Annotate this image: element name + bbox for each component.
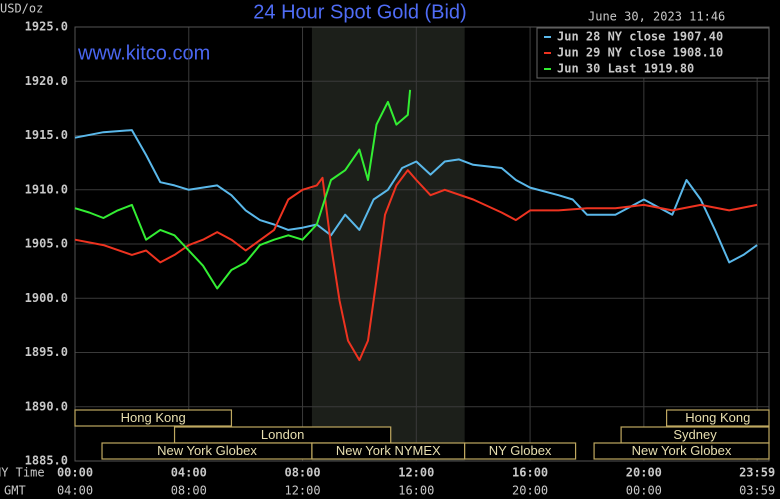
x-tick-label: 04:00: [171, 466, 207, 480]
session-label: New York Globex: [632, 443, 732, 458]
x-tick-label: 16:00: [512, 466, 548, 480]
x-tick-label: 08:00: [284, 466, 320, 480]
legend-label: Jun 30 Last 1919.80: [557, 62, 694, 76]
chart-title: 24 Hour Spot Gold (Bid): [253, 1, 466, 23]
x-tick-label: 00:00: [57, 466, 93, 480]
x-row-label: GMT: [4, 484, 26, 498]
watermark: www.kitco.com: [77, 42, 210, 64]
y-tick-label: 1925.0: [25, 20, 68, 34]
x-tick-label-gmt: 20:00: [512, 484, 548, 498]
y-tick-label: 1915.0: [25, 128, 68, 142]
x-tick-label-gmt: 12:00: [284, 484, 320, 498]
y-tick-label: 1905.0: [25, 237, 68, 251]
legend-box: [536, 27, 770, 79]
x-tick-label-gmt: 03:59: [739, 484, 775, 498]
y-axis-label: USD/oz: [0, 2, 43, 16]
x-tick-label: 20:00: [626, 466, 662, 480]
x-tick-label-gmt: 16:00: [398, 484, 434, 498]
session-label: Hong Kong: [121, 410, 186, 425]
session-label: New York NYMEX: [336, 443, 441, 458]
legend-label: Jun 28 NY close 1907.40: [557, 30, 723, 44]
x-row-label: NY Time: [0, 466, 45, 480]
x-tick-label-gmt: 00:00: [626, 484, 662, 498]
session-label: London: [261, 427, 304, 442]
x-tick-label: 23:59: [739, 466, 775, 480]
series-line: [74, 89, 412, 290]
y-tick-label: 1895.0: [25, 345, 68, 359]
chart-subtitle: June 30, 2023 11:46: [588, 10, 725, 24]
x-tick-label: 12:00: [398, 466, 434, 480]
session-label: Hong Kong: [685, 410, 750, 425]
y-tick-label: 1885.0: [25, 454, 68, 468]
session-box: [464, 442, 577, 460]
session-label: NY Globex: [489, 443, 552, 458]
x-tick-label-gmt: 08:00: [171, 484, 207, 498]
session-box: [74, 409, 233, 427]
legend-label: Jun 29 NY close 1908.10: [557, 46, 723, 60]
y-tick-label: 1910.0: [25, 182, 68, 196]
session-label: Sydney: [673, 427, 717, 442]
series-line: [74, 169, 758, 362]
y-tick-label: 1890.0: [25, 399, 68, 413]
y-tick-label: 1920.0: [25, 74, 68, 88]
y-tick-label: 1900.0: [25, 291, 68, 305]
series-line: [74, 129, 758, 264]
session-box: [666, 409, 770, 427]
x-tick-label-gmt: 04:00: [57, 484, 93, 498]
plot-frame: [74, 26, 770, 462]
session-box: [593, 442, 770, 460]
session-label: New York Globex: [157, 443, 257, 458]
